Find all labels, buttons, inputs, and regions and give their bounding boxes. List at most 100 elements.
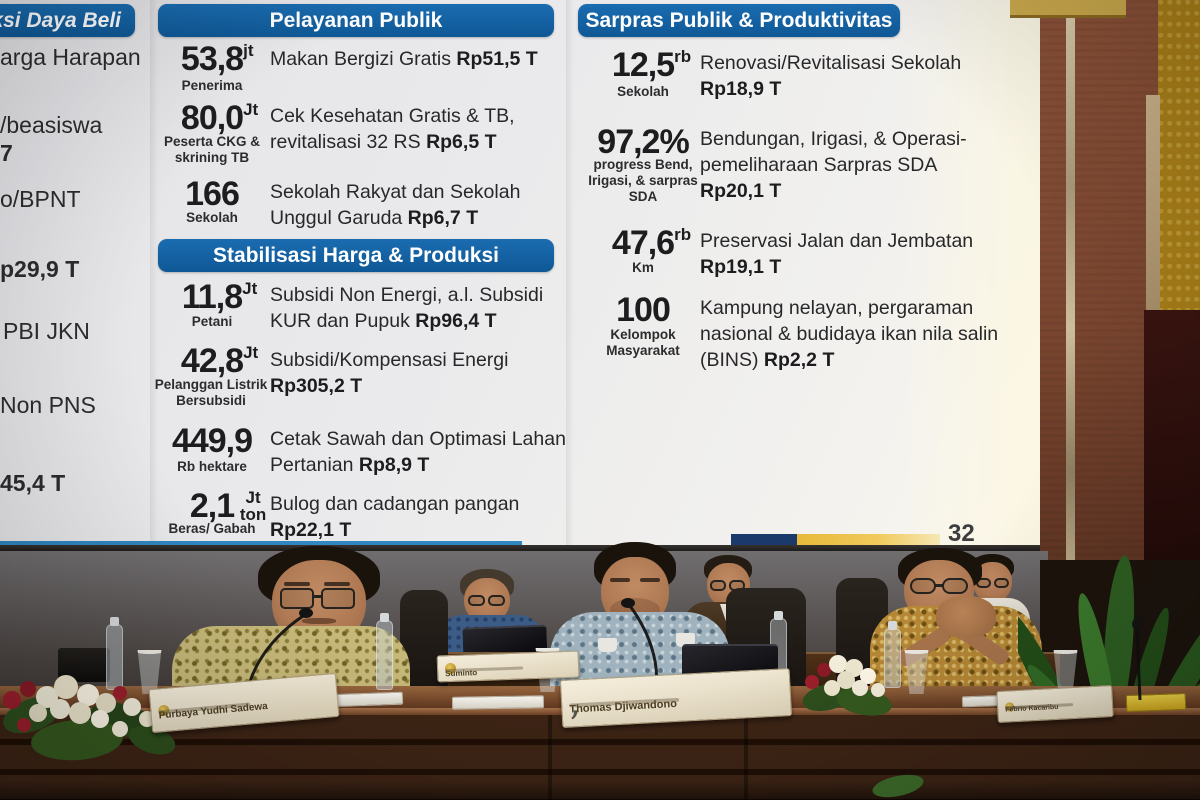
stat-number: 449,9 bbox=[152, 424, 272, 458]
left-col-fragment: Non PNS bbox=[0, 392, 96, 418]
namecard-febrio: Febrio Kacaribu bbox=[996, 684, 1114, 724]
glasses-icon bbox=[488, 595, 505, 606]
desc-text: Preservasi Jalan dan Jembatan bbox=[700, 230, 974, 252]
stat-number: 47,6 rb bbox=[582, 226, 704, 260]
stat-value: 100 bbox=[616, 291, 671, 329]
bottle-cap bbox=[774, 611, 783, 620]
desc-value: Rp8,9 T bbox=[358, 454, 430, 476]
stat-caption: Pelanggan Listrik Bersubsidi bbox=[154, 377, 268, 408]
stat-caption: Penerima bbox=[181, 78, 243, 93]
eyebrow bbox=[640, 578, 660, 582]
covered-glass bbox=[904, 650, 929, 694]
glass-cover bbox=[1053, 650, 1078, 654]
card-role-smudge bbox=[445, 665, 524, 672]
column-header-daya-beli: ksi Daya Beli bbox=[0, 4, 135, 37]
eyebrow bbox=[284, 582, 310, 586]
screen-bottom-frame bbox=[0, 545, 1048, 554]
eyebrow bbox=[324, 582, 350, 586]
stat-unit-suffix: rb bbox=[674, 225, 692, 244]
left-col-fragment: p29,9 T bbox=[0, 256, 80, 282]
screen-fold bbox=[150, 0, 158, 545]
covered-glass bbox=[137, 650, 162, 694]
stat-number: 80,0 Jt bbox=[158, 101, 266, 135]
stat-value: 42,8 bbox=[180, 342, 244, 380]
desc-value: Rp51,5 T bbox=[456, 48, 538, 70]
stat-number: 166 bbox=[158, 177, 266, 211]
stat-caption: Sekolah bbox=[186, 210, 238, 225]
covered-glass bbox=[1053, 650, 1078, 694]
stat-unit-suffix: Jt bbox=[242, 279, 258, 298]
stat-caption: Petani bbox=[191, 314, 233, 329]
program-desc: Subsidi Non Energi, a.l. Subsidi KUR dan… bbox=[270, 282, 570, 334]
stat-caption: Km bbox=[632, 260, 654, 275]
program-desc: Cetak Sawah dan Optimasi Lahan Pertanian… bbox=[270, 426, 570, 478]
stat-number: 2,1 Jt ton bbox=[152, 489, 272, 523]
left-col-fragment: arga Harapan bbox=[0, 44, 141, 70]
program-desc: Makan Bergizi Gratis Rp51,5 T bbox=[270, 46, 562, 72]
desc-value: Rp2,2 T bbox=[763, 349, 835, 371]
flower-blooms bbox=[3, 675, 155, 737]
program-desc: Bulog dan cadangan pangan Rp22,1 T bbox=[270, 491, 562, 543]
left-col-fragment: o/BPNT bbox=[0, 186, 81, 212]
left-col-fragment: PBI JKN bbox=[3, 318, 90, 344]
glasses-icon bbox=[994, 578, 1009, 588]
desc-text: Subsidi/Kompensasi Energi bbox=[270, 349, 509, 371]
glasses-icon bbox=[468, 595, 485, 606]
stat-value: 97,2% bbox=[597, 123, 689, 161]
stat-caption: Sekolah bbox=[617, 84, 669, 99]
glasses-bridge bbox=[312, 595, 323, 598]
program-desc: Subsidi/Kompensasi Energi Rp305,2 T bbox=[270, 347, 562, 399]
desc-value: Rp6,5 T bbox=[426, 131, 497, 153]
stat-caption: Peserta CKG & skrining TB bbox=[163, 134, 261, 165]
picture-frame bbox=[1010, 0, 1126, 18]
stat-value: 47,6 bbox=[611, 224, 675, 262]
stat-value: 449,9 bbox=[171, 422, 253, 460]
stat-value: 166 bbox=[185, 175, 240, 213]
program-desc: Sekolah Rakyat dan Sekolah Unggul Garuda… bbox=[270, 179, 562, 231]
desc-text: Cek Kesehatan Gratis & TB, revitalisasi … bbox=[270, 105, 515, 153]
desc-value: Rp96,4 T bbox=[415, 310, 497, 332]
desc-value: Rp305,2 T bbox=[270, 375, 363, 397]
wall-metal-strip bbox=[1066, 14, 1075, 586]
stat-number: 11,8 Jt bbox=[158, 280, 266, 314]
stat-unit-suffix: Jt ton bbox=[239, 488, 267, 524]
coffee-cup bbox=[598, 638, 617, 652]
bottle-cap bbox=[888, 621, 897, 630]
namecard-suminto: Suminto bbox=[436, 650, 580, 683]
mustache bbox=[302, 618, 336, 624]
header-label: ksi Daya Beli bbox=[0, 8, 121, 32]
eyebrow bbox=[610, 578, 630, 582]
wall-trim bbox=[1146, 95, 1160, 312]
stat-value: 80,0 bbox=[180, 99, 244, 137]
screen-fold bbox=[566, 0, 574, 545]
desc-text: Cetak Sawah dan Optimasi Lahan Pertanian bbox=[270, 428, 566, 476]
desc-text: Subsidi Non Energi, a.l. Subsidi KUR dan… bbox=[270, 284, 544, 332]
bottle-cap bbox=[380, 613, 389, 622]
desc-value: Rp20,1 T bbox=[700, 180, 782, 202]
bottle-cap bbox=[110, 617, 119, 626]
stat-value: 11,8 bbox=[181, 278, 243, 316]
stat-unit-suffix: Jt bbox=[243, 100, 259, 119]
glasses-icon bbox=[942, 578, 968, 594]
projector-screen: ksi Daya Beli arga Harapan /beasiswa 7 o… bbox=[0, 0, 1048, 551]
slide-footer-line bbox=[0, 541, 522, 545]
flower-blooms bbox=[805, 655, 885, 697]
coffee-cup bbox=[676, 633, 695, 647]
table-seam bbox=[744, 715, 748, 800]
header-label: Pelayanan Publik bbox=[269, 8, 443, 32]
left-col-fragment: 7 bbox=[0, 140, 13, 166]
water-bottle bbox=[884, 621, 901, 688]
stat-unit-suffix: jt bbox=[243, 41, 254, 60]
flower-arrangement-left bbox=[3, 675, 176, 761]
water-bottle bbox=[106, 617, 123, 690]
program-desc: Preservasi Jalan dan Jembatan Rp19,1 T bbox=[700, 228, 1000, 280]
desc-text: Sekolah Rakyat dan Sekolah Unggul Garuda bbox=[270, 181, 521, 229]
dark-wall-lower bbox=[1144, 310, 1200, 590]
wood-wall-panel bbox=[1040, 0, 1160, 588]
glasses-icon bbox=[321, 588, 355, 609]
desc-value: Rp22,1 T bbox=[270, 519, 352, 541]
stat-caption: Kelompok Masyarakat bbox=[606, 327, 680, 358]
person-purbaya bbox=[160, 544, 420, 694]
program-desc: Cek Kesehatan Gratis & TB, revitalisasi … bbox=[270, 103, 570, 155]
